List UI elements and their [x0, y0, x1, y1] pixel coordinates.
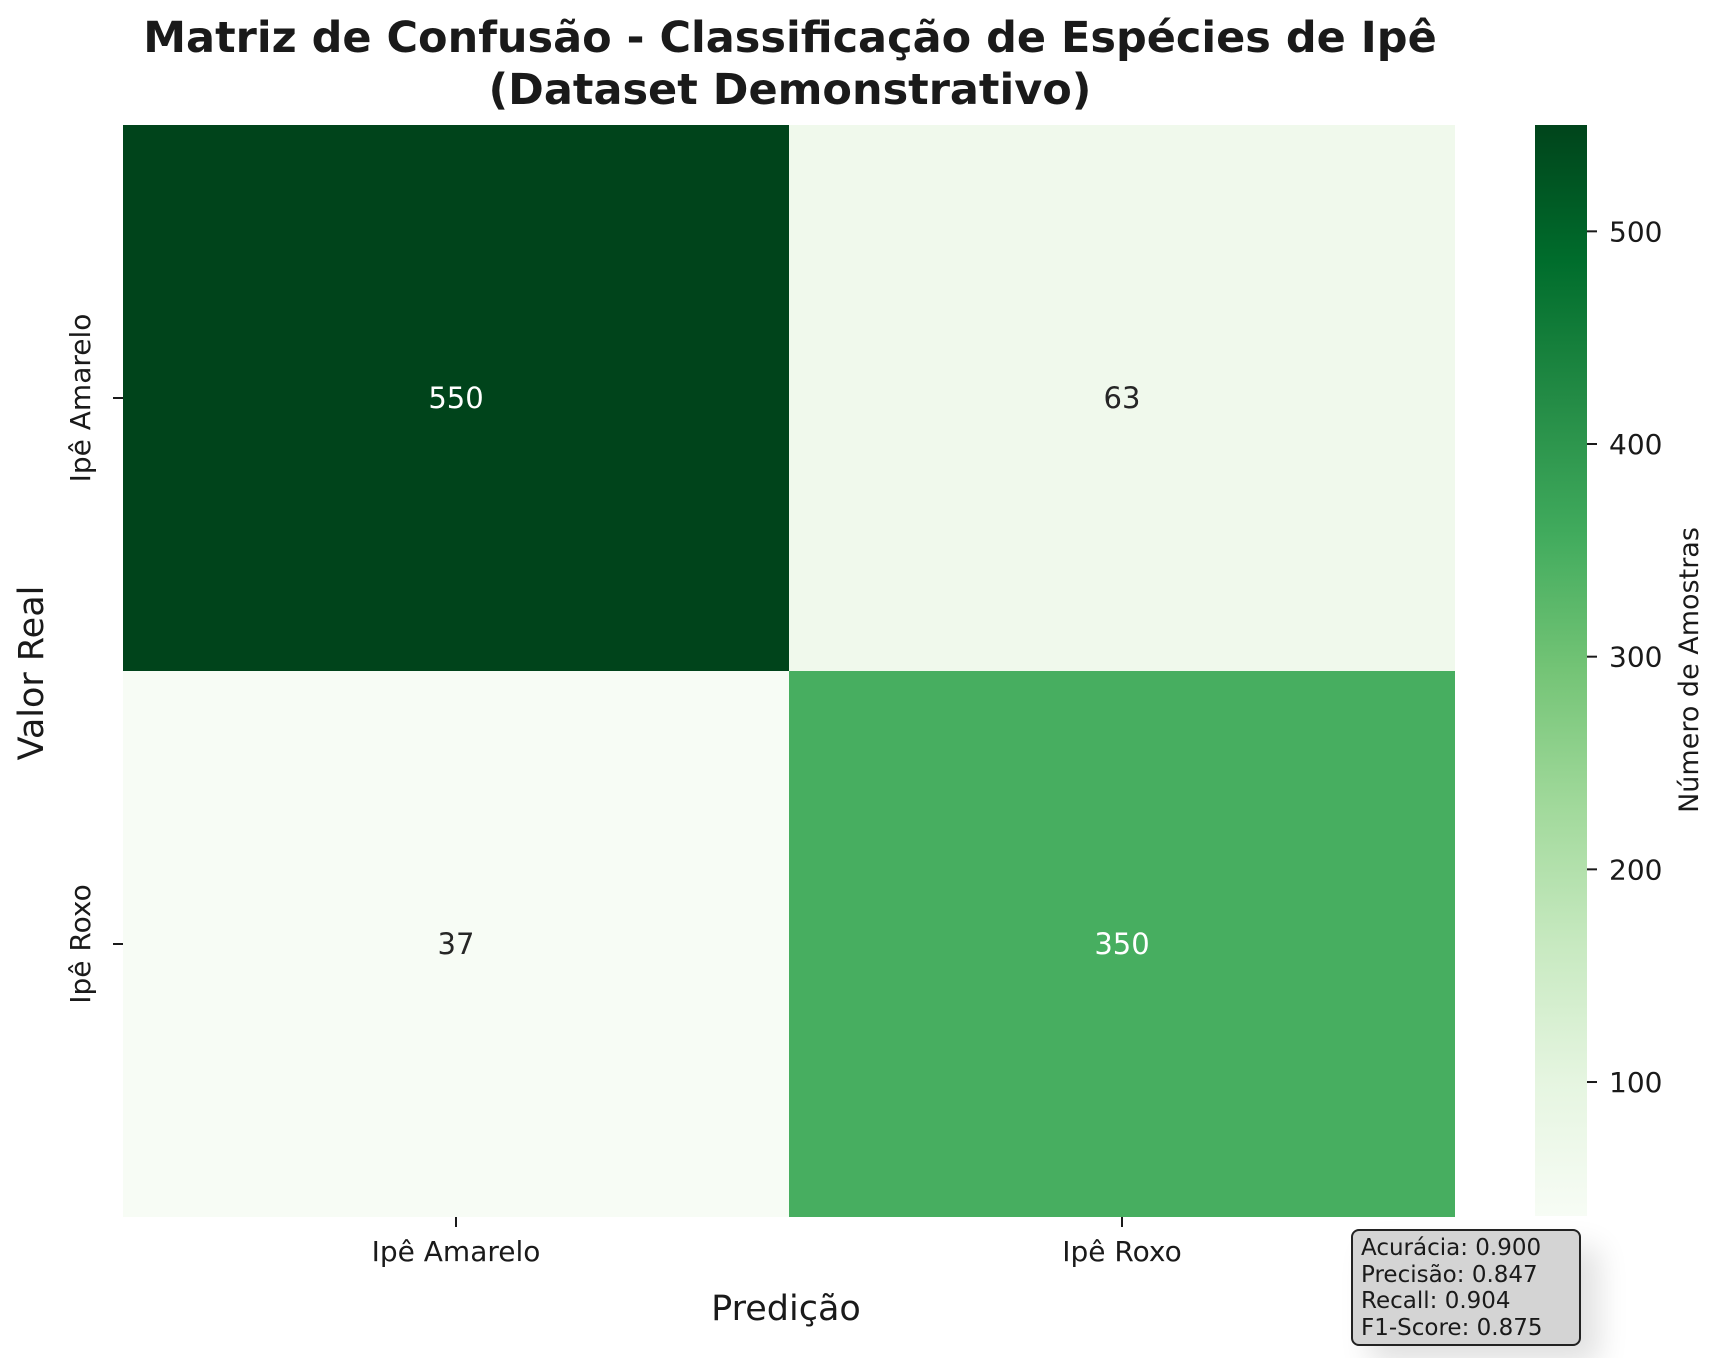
metric-recall: Recall: 0.904	[1361, 1288, 1511, 1314]
chart-title-line-2: (Dataset Demonstrativo)	[488, 65, 1092, 115]
y-tick-label-1: Ipê Roxo	[64, 884, 97, 1003]
colorbar-label: Número de Amostras	[1674, 527, 1705, 813]
x-tick-label-0: Ipê Amarelo	[372, 1235, 541, 1268]
chart-title: Matriz de Confusão - Classificação de Es…	[0, 12, 1580, 116]
heatmap-cell-value-r1-c1: 350	[1094, 927, 1149, 961]
heatmap-cell-value-r0-c1: 63	[1104, 381, 1141, 415]
metric-accuracy: Acurácia: 0.900	[1361, 1235, 1542, 1261]
colorbar-tick-label-1: 200	[1609, 853, 1662, 886]
chart-title-line-1: Matriz de Confusão - Classificação de Es…	[143, 13, 1437, 63]
x-axis-ticks: Ipê Amarelo Ipê Roxo	[372, 1217, 1182, 1268]
colorbar	[1535, 125, 1587, 1216]
metrics-box: Acurácia: 0.900 Precisão: 0.847 Recall: …	[1351, 1229, 1581, 1346]
metric-f1-score: F1-Score: 0.875	[1361, 1314, 1543, 1341]
heatmap-cell-r0-c1	[789, 125, 1455, 671]
y-axis-ticks: Ipê Amarelo Ipê Roxo	[64, 314, 123, 1004]
y-tick-label-0: Ipê Amarelo	[64, 314, 97, 483]
heatmap-cell-r1-c0	[123, 671, 789, 1217]
y-axis-label: Valor Real	[12, 586, 52, 761]
colorbar-tick-label-0: 100	[1609, 1066, 1662, 1099]
colorbar-tick-label-2: 300	[1609, 641, 1662, 674]
heatmap-cell-r1-c1	[789, 671, 1455, 1217]
colorbar-ticks: 100 200 300 400 500	[1587, 215, 1662, 1099]
colorbar-tick-label-4: 500	[1609, 215, 1662, 248]
x-tick-label-1: Ipê Roxo	[1062, 1235, 1181, 1268]
x-axis-label: Predição	[711, 1289, 861, 1329]
heatmap-cell-r0-c0	[123, 125, 789, 671]
heatmap-cell-value-r1-c0: 37	[438, 927, 475, 961]
colorbar-tick-label-3: 400	[1609, 428, 1662, 461]
metric-precision: Precisão: 0.847	[1361, 1261, 1538, 1288]
heatmap-cell-value-r0-c0: 550	[428, 381, 483, 415]
heatmap-cells: 550 63 37 350	[123, 125, 1455, 1217]
